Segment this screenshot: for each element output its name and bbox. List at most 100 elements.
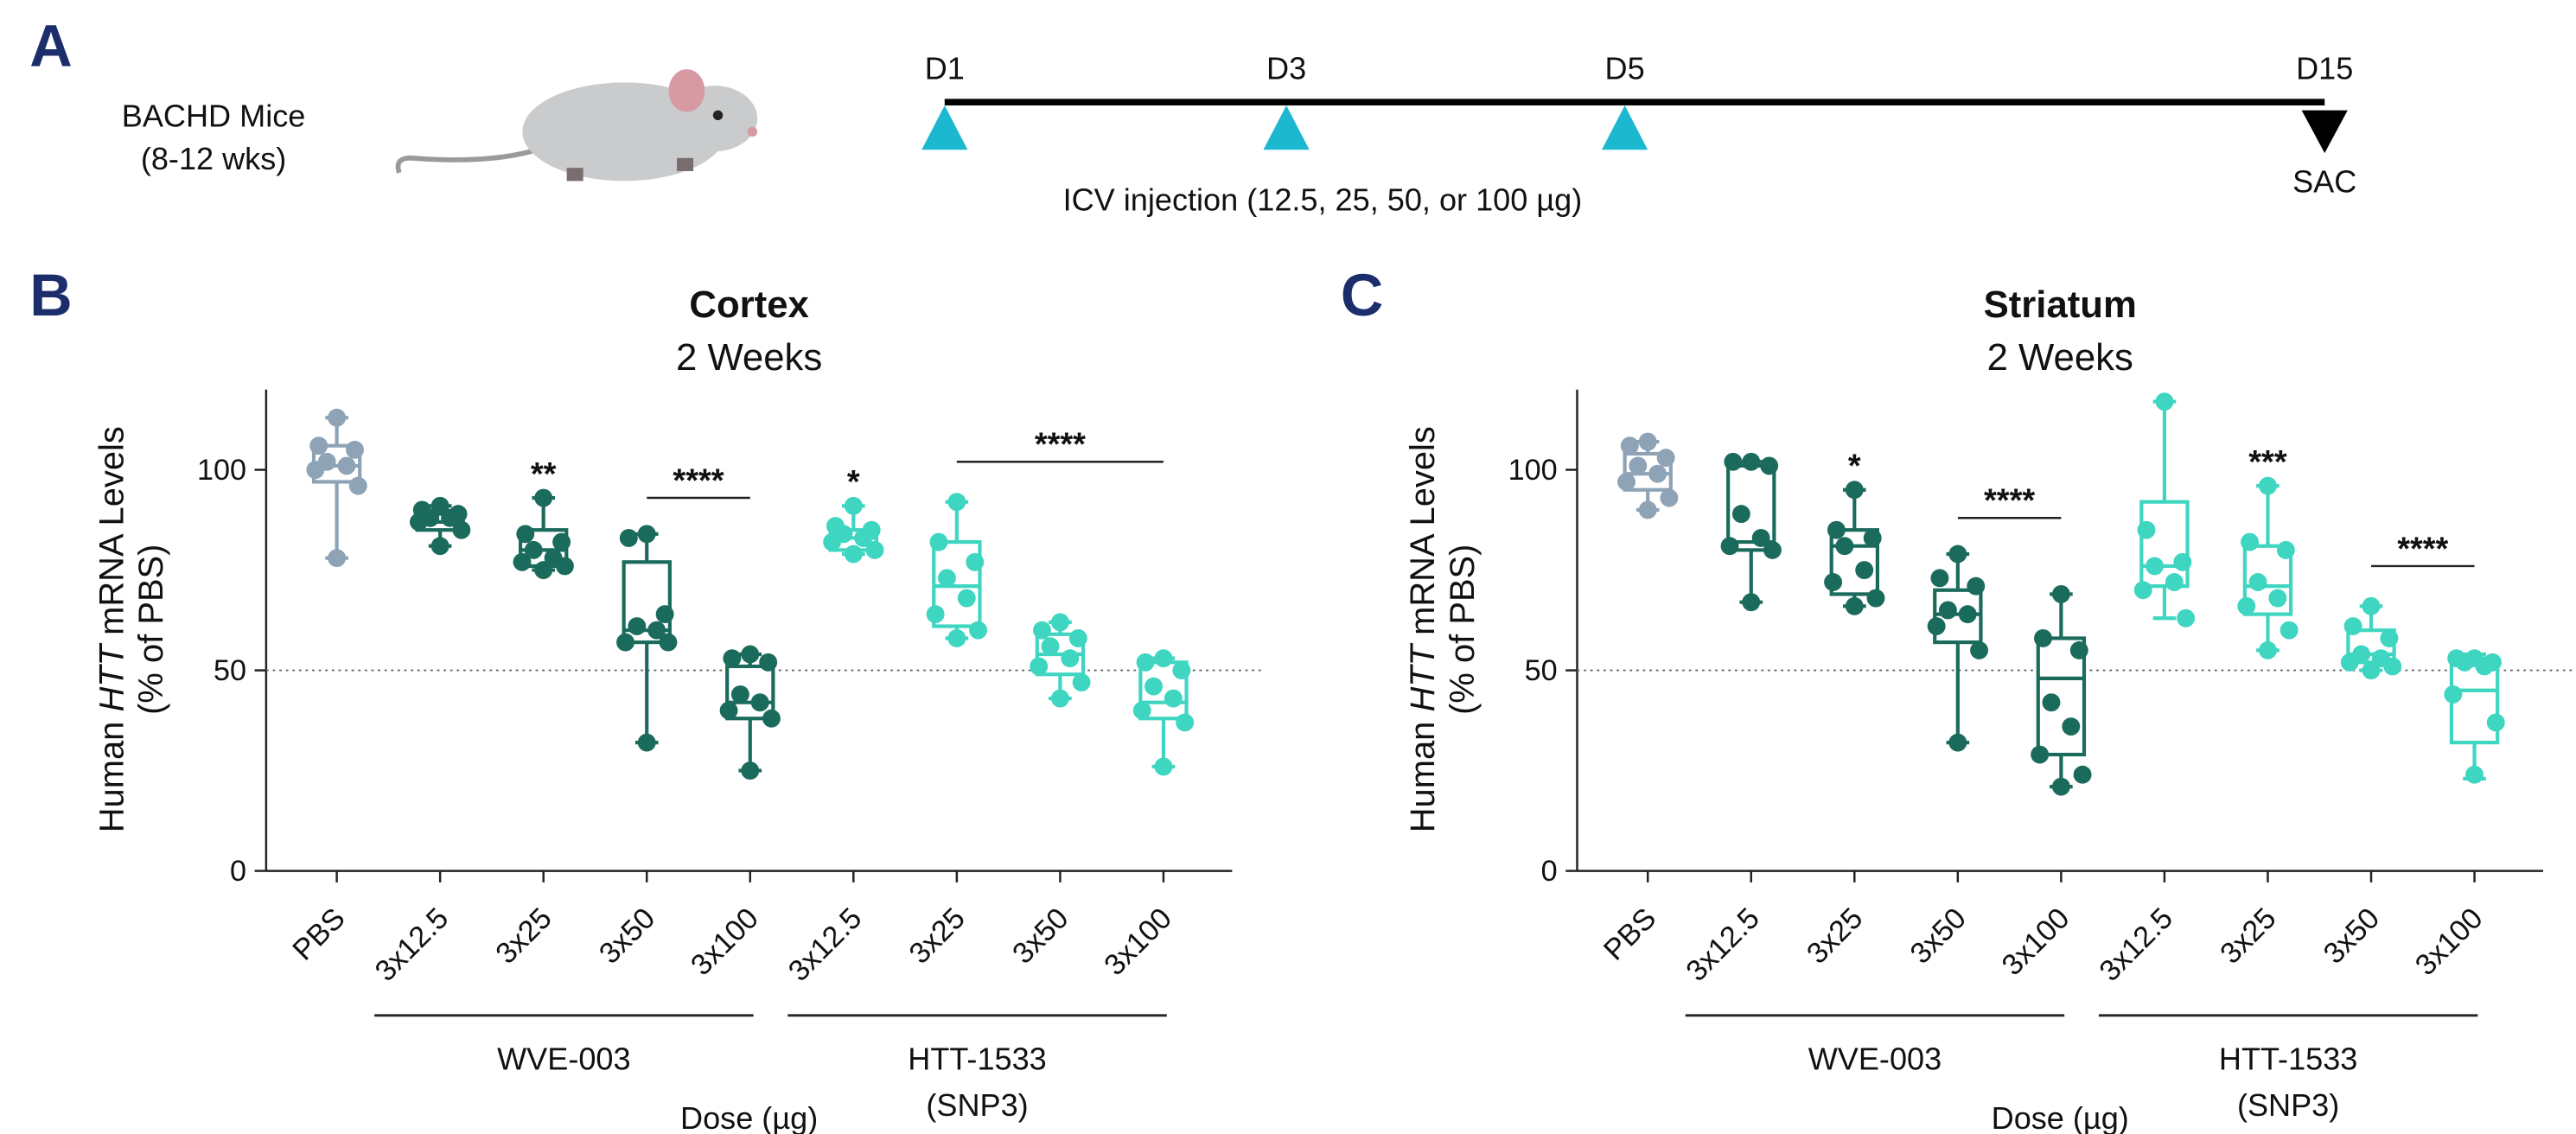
- x-tick-label: 3x100: [1996, 901, 2076, 982]
- data-point: [452, 521, 470, 539]
- data-point: [1959, 605, 1977, 623]
- data-point: [1721, 537, 1739, 555]
- data-point: [2138, 521, 2156, 539]
- data-point: [2259, 641, 2277, 659]
- data-point: [2380, 629, 2398, 647]
- data-point: [1948, 545, 1967, 564]
- panel-letter: C: [1341, 263, 1383, 328]
- data-point: [2237, 597, 2255, 615]
- data-point: [1164, 690, 1183, 708]
- data-point: [1967, 577, 1985, 596]
- data-point: [1742, 453, 1760, 471]
- x-tick-label: 3x12.5: [2094, 901, 2179, 987]
- data-point: [349, 477, 367, 495]
- data-point: [720, 702, 738, 720]
- data-point: [1827, 521, 1846, 539]
- data-point: [759, 653, 777, 672]
- data-point: [1846, 597, 1864, 615]
- data-point: [1051, 690, 1069, 708]
- y-axis-label: (% of PBS): [132, 545, 170, 715]
- data-point: [1948, 734, 1967, 752]
- significance-label: ****: [2397, 531, 2448, 567]
- x-tick-label: 3x50: [2318, 901, 2386, 970]
- data-point: [1133, 702, 1151, 720]
- x-tick-label: 3x12.5: [1680, 901, 1765, 987]
- data-point: [2173, 553, 2191, 571]
- y-tick-label: 100: [1508, 454, 1558, 487]
- data-point: [723, 649, 741, 667]
- data-point: [1732, 505, 1750, 523]
- data-point: [1073, 673, 1091, 691]
- x-tick-label: 3x25: [903, 901, 972, 970]
- data-point: [2444, 685, 2462, 704]
- data-point: [762, 710, 781, 728]
- data-point: [751, 693, 769, 711]
- data-point: [2456, 653, 2474, 672]
- y-tick-label: 50: [1525, 654, 1558, 687]
- x-tick-label: 3x25: [489, 901, 558, 970]
- data-point: [1824, 573, 1842, 591]
- data-point: [2052, 585, 2070, 603]
- data-point: [741, 646, 759, 664]
- x-tick-label: PBS: [1597, 901, 1662, 966]
- significance-label: *: [1848, 449, 1861, 485]
- x-tick-label: 3x25: [2214, 901, 2282, 970]
- data-point: [534, 561, 552, 579]
- y-axis-label-part: HTT: [1404, 642, 1442, 711]
- page: A BACHD Mice (8-12 wks) D1 D3 D5 D15 ICV…: [0, 0, 2576, 1134]
- data-point: [2146, 557, 2164, 575]
- data-point: [2280, 621, 2299, 640]
- data-point: [1835, 537, 1853, 555]
- data-point: [966, 553, 984, 571]
- data-point: [410, 513, 428, 531]
- data-point: [638, 525, 656, 543]
- data-point: [1928, 617, 1946, 635]
- y-axis-label: Human HTT mRNA Levels: [1404, 426, 1442, 832]
- y-tick-label: 50: [214, 654, 246, 687]
- group-label: (SNP3): [2237, 1087, 2339, 1123]
- data-point: [346, 441, 364, 459]
- data-point: [1760, 456, 1778, 475]
- subject-label: (8-12 wks): [141, 141, 286, 176]
- data-point: [1145, 678, 1163, 696]
- day-label: D3: [1266, 51, 1306, 86]
- data-point: [2487, 713, 2505, 731]
- data-point: [306, 461, 324, 479]
- x-tick-label: 3x100: [685, 901, 765, 982]
- data-point: [1763, 541, 1782, 559]
- day-label: D5: [1605, 51, 1645, 86]
- data-point: [1051, 613, 1069, 631]
- data-point: [2362, 661, 2381, 679]
- data-point: [1176, 713, 1194, 731]
- data-point: [1617, 473, 1636, 491]
- data-point: [1033, 621, 1051, 640]
- data-point: [1621, 436, 1639, 455]
- data-point: [866, 541, 884, 559]
- data-point: [2074, 766, 2092, 784]
- day-label: D15: [2296, 51, 2353, 86]
- x-tick-label: 3x100: [1098, 901, 1178, 982]
- x-axis-label: Dose (µg): [680, 1100, 818, 1134]
- data-point: [616, 634, 634, 652]
- x-tick-label: 3x50: [593, 901, 661, 970]
- data-point: [1724, 453, 1742, 471]
- data-point: [1172, 661, 1190, 679]
- y-tick-label: 100: [197, 454, 246, 487]
- significance-label: **: [531, 456, 557, 493]
- data-point: [516, 525, 534, 543]
- chart-title: Cortex: [689, 284, 808, 326]
- data-point: [1660, 489, 1678, 507]
- data-point: [1629, 456, 1647, 475]
- data-point: [929, 533, 947, 551]
- y-axis-label-part: Human: [93, 712, 131, 833]
- y-axis-label-part: Human: [1404, 712, 1442, 833]
- data-point: [731, 685, 749, 704]
- y-tick-label: 0: [1541, 855, 1558, 888]
- y-axis-label: (% of PBS): [1444, 545, 1482, 715]
- data-point: [1137, 653, 1155, 672]
- data-point: [2241, 533, 2259, 551]
- data-point: [552, 533, 571, 551]
- data-point: [2344, 617, 2362, 635]
- y-axis-label-part: HTT: [93, 642, 131, 711]
